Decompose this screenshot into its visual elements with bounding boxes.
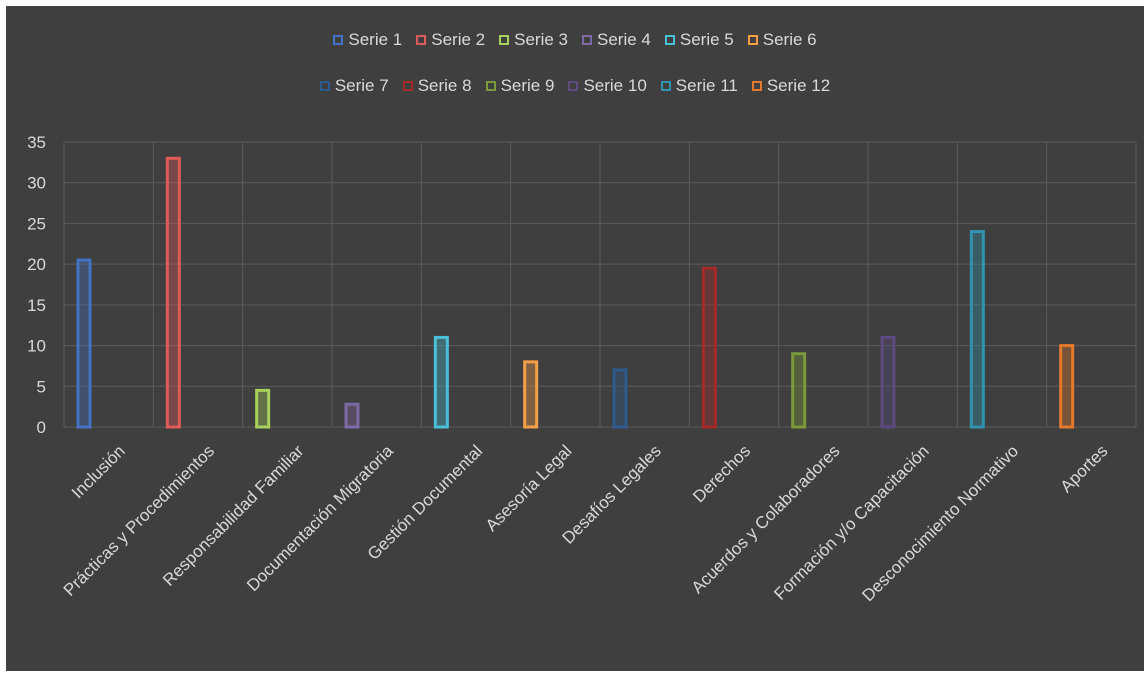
bar-serie-12 <box>1059 344 1075 429</box>
legend-row-2: Serie 7 Serie 8 Serie 9 Serie 10 Serie 11 Ser… <box>6 76 1144 96</box>
chart-frame: Serie 1 Serie 2 Serie 3 Serie 4 Serie 5 Serie… <box>6 6 1144 671</box>
legend-item: Serie 4 <box>582 30 651 50</box>
x-category-label: Asesoría Legal <box>482 441 576 535</box>
x-category-label: Formación y/o Capacitación <box>770 441 932 603</box>
legend-swatch <box>751 81 762 91</box>
bar-serie-11 <box>969 230 985 429</box>
x-category-label: Inclusión <box>68 441 129 502</box>
legend-label: Serie 9 <box>500 76 555 95</box>
bar-serie-1 <box>76 258 92 429</box>
legend-item: Serie 10 <box>568 76 647 96</box>
legend-label: Serie 8 <box>417 76 472 95</box>
bar-serie-2 <box>165 156 181 429</box>
bar-serie-8 <box>701 266 717 429</box>
bar-serie-4 <box>344 402 360 429</box>
legend-label: Serie 11 <box>675 76 738 95</box>
x-category-label: Desafíos Legales <box>558 441 664 547</box>
legend-swatch <box>664 35 675 45</box>
legend-label: Serie 2 <box>431 30 486 49</box>
legend-swatch <box>568 81 579 91</box>
x-category-label: Desconocimiento Normativo <box>858 441 1022 605</box>
legend-item: Serie 11 <box>660 76 738 96</box>
bar-serie-6 <box>523 360 539 429</box>
legend-label: Serie 3 <box>514 30 568 49</box>
legend-item: Serie 5 <box>664 30 734 50</box>
bar-serie-10 <box>880 335 896 429</box>
legend-swatch <box>582 35 592 45</box>
x-category-label: Prácticas y Procedimientos <box>60 441 218 599</box>
legend-swatch <box>499 35 510 45</box>
legend-swatch <box>333 35 344 45</box>
bar-serie-9 <box>791 352 807 429</box>
legend-item: Serie 1 <box>333 30 402 50</box>
legend-label: Serie 4 <box>597 30 651 49</box>
y-tick-label: 20 <box>27 255 46 274</box>
x-category-label: Documentación Migratoria <box>243 441 397 595</box>
legend-item: Serie 12 <box>751 76 831 96</box>
bar-serie-5 <box>433 335 449 429</box>
legend-row-1: Serie 1 Serie 2 Serie 3 Serie 4 Serie 5 Serie… <box>6 30 1144 50</box>
legend-item: Serie 8 <box>402 76 472 96</box>
legend-swatch <box>416 35 427 45</box>
legend-item: Serie 9 <box>485 76 555 96</box>
legend-label: Serie 12 <box>766 76 831 95</box>
bar-serie-3 <box>255 388 271 429</box>
legend-label: Serie 1 <box>348 30 403 49</box>
bar-serie-7 <box>612 368 628 429</box>
y-tick-label: 5 <box>37 377 46 396</box>
x-category-label: Derechos <box>689 441 754 506</box>
legend-swatch <box>319 81 330 91</box>
y-tick-label: 30 <box>27 174 46 193</box>
y-tick-label: 15 <box>27 296 46 315</box>
y-tick-label: 35 <box>27 133 46 152</box>
y-tick-label: 25 <box>27 214 46 233</box>
legend-swatch <box>402 81 413 91</box>
x-category-label: Acuerdos y Colaboradores <box>688 441 844 597</box>
legend-item: Serie 2 <box>416 30 485 50</box>
legend-label: Serie 7 <box>334 76 389 95</box>
legend-swatch <box>747 35 758 45</box>
legend-swatch <box>660 81 671 91</box>
legend-label: Serie 6 <box>762 30 817 49</box>
x-category-label: Aportes <box>1057 441 1112 496</box>
legend-item: Serie 6 <box>747 30 817 50</box>
legend-item: Serie 3 <box>499 30 568 50</box>
legend-swatch <box>485 81 496 91</box>
legend-item: Serie 7 <box>319 76 389 96</box>
legend-label: Serie 10 <box>583 76 647 95</box>
legend-label: Serie 5 <box>679 30 734 49</box>
y-tick-label: 10 <box>27 337 46 356</box>
y-tick-label: 0 <box>37 418 46 437</box>
